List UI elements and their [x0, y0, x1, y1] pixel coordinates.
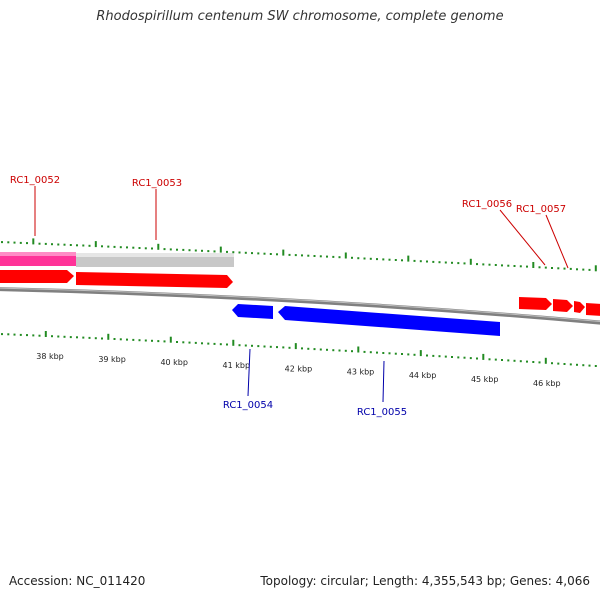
- tick-marks: [1, 238, 597, 367]
- chromosome-backbone-highlight: [0, 287, 600, 323]
- gene-arrow-edge[interactable]: [586, 303, 600, 316]
- gene-arrow-rc1-0055[interactable]: [278, 306, 500, 336]
- label-line-rc1-0054: [247, 348, 251, 397]
- gene-label-rc1-0054[interactable]: RC1_0054: [223, 400, 273, 411]
- label-line-rc1-0055: [382, 360, 385, 403]
- map-title: Rhodospirillum centenum SW chromosome, c…: [96, 9, 504, 24]
- accession-text: Accession: NC_011420: [9, 574, 146, 588]
- gene-label-rc1-0055[interactable]: RC1_0055: [357, 407, 407, 418]
- axis-label: 39 kbp: [98, 355, 126, 364]
- axis-label: 45 kbp: [471, 375, 499, 384]
- feature-regions: [0, 252, 234, 267]
- gene-label-rc1-0056[interactable]: RC1_0056: [462, 199, 512, 210]
- axis-label: 44 kbp: [409, 371, 437, 380]
- gene-arrow-rc1-0053[interactable]: [76, 272, 233, 288]
- forward-genes: [0, 270, 600, 316]
- label-line-rc1-0057: [545, 214, 569, 269]
- gene-label-rc1-0057[interactable]: RC1_0057: [516, 204, 566, 215]
- axis-label: 42 kbp: [285, 364, 313, 373]
- gene-label-rc1-0052[interactable]: RC1_0052: [10, 175, 60, 186]
- gene-labels: RC1_0052 RC1_0053 RC1_0056 RC1_0057 RC1_…: [10, 175, 569, 418]
- gene-arrow-rc1-0057[interactable]: [553, 299, 573, 312]
- gene-label-rc1-0053[interactable]: RC1_0053: [132, 178, 182, 189]
- gene-arrow-small[interactable]: [574, 301, 585, 313]
- axis-label: 43 kbp: [347, 368, 375, 377]
- axis-label: 41 kbp: [223, 361, 251, 370]
- chromosome-backbone: [0, 287, 600, 325]
- axis-label: 38 kbp: [36, 352, 64, 361]
- axis-labels: 38 kbp 39 kbp 40 kbp 41 kbp 42 kbp 43 kbp 44 k…: [36, 352, 560, 388]
- gene-arrow-rc1-0054[interactable]: [232, 304, 273, 319]
- gene-arrow-rc1-0052[interactable]: [0, 270, 74, 283]
- axis-label: 46 kbp: [533, 379, 561, 388]
- reverse-genes: [232, 304, 500, 336]
- pink-region-highlight: [0, 252, 76, 256]
- gene-arrow-rc1-0056[interactable]: [519, 297, 552, 310]
- label-line-rc1-0056: [499, 209, 546, 266]
- axis-label: 40 kbp: [160, 358, 188, 367]
- genome-summary-text: Topology: circular; Length: 4,355,543 bp…: [260, 574, 590, 588]
- gray-region-highlight: [76, 253, 234, 257]
